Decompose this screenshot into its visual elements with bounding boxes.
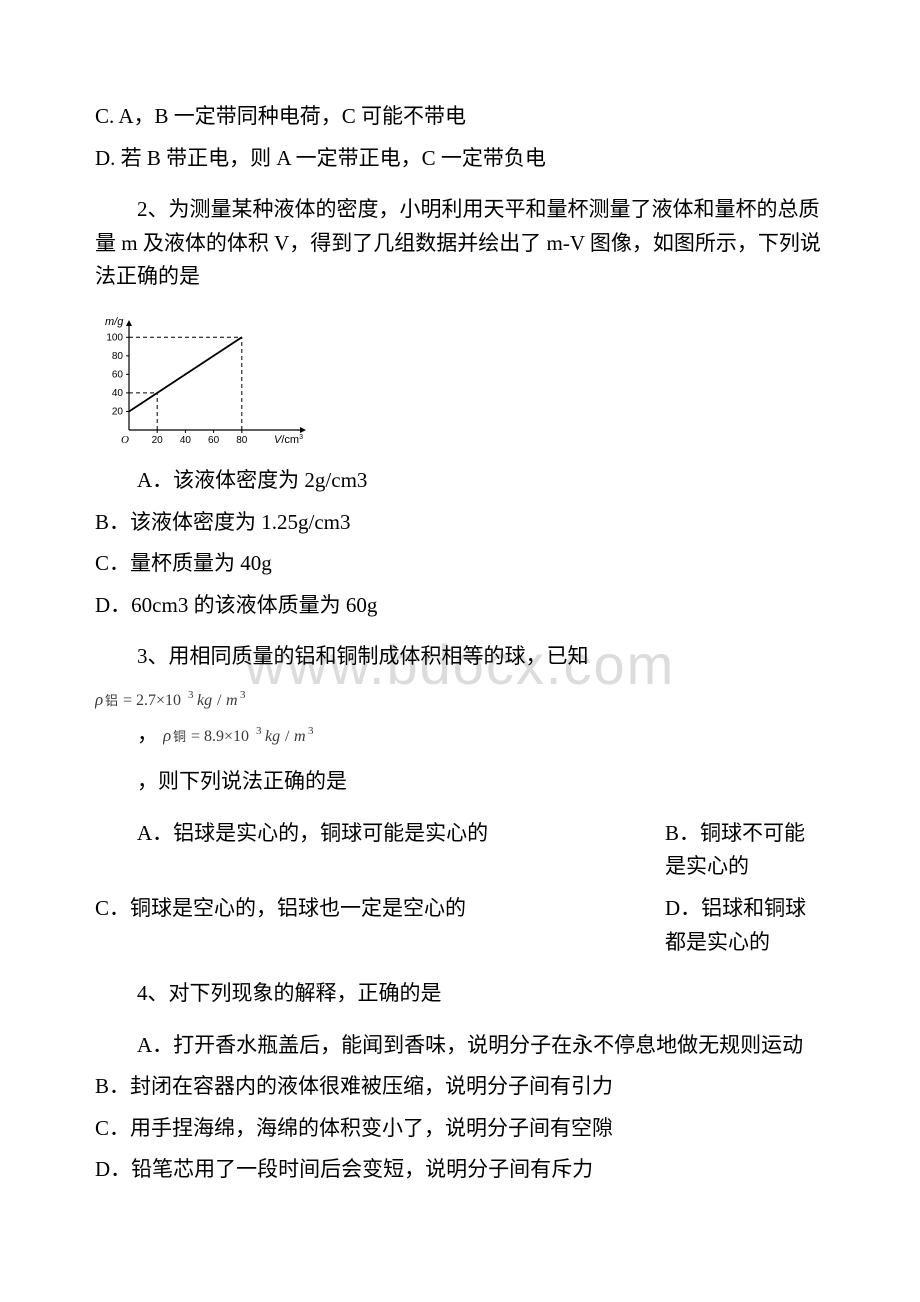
q3-option-b: B．铜球不可能是实心的 <box>665 817 825 884</box>
q4-option-a: A．打开香水瓶盖后，能闻到香味，说明分子在永不停息地做无规则运动 <box>95 1029 825 1063</box>
svg-text:/: / <box>217 692 222 709</box>
q3-comma: ， ρ 铜 = 8.9×10 3 kg / m 3 <box>95 718 825 752</box>
q2-stem: 2、为测量某种液体的密度，小明利用天平和量杯测量了液体和量杯的总质量 m 及液体… <box>95 193 825 294</box>
q4-stem: 4、对下列现象的解释，正确的是 <box>95 977 825 1011</box>
svg-text:= 2.7×10: = 2.7×10 <box>123 692 181 709</box>
document-body: C. A，B 一定带同种电荷，C 可能不带电 D. 若 B 带正电，则 A 一定… <box>95 100 825 1187</box>
svg-text:m/g: m/g <box>105 316 124 328</box>
svg-text:3: 3 <box>308 725 314 737</box>
q3-formula-2: ρ 铜 = 8.9×10 3 kg / m 3 <box>163 723 343 749</box>
q3-option-c: C．铜球是空心的，铝球也一定是空心的 <box>95 892 665 959</box>
svg-text:3: 3 <box>256 725 262 737</box>
svg-text:V/cm3: V/cm3 <box>274 434 303 446</box>
q3-stem: 3、用相同质量的铝和铜制成体积相等的球，已知 <box>95 640 825 674</box>
svg-text:O: O <box>121 434 129 446</box>
q3-option-d: D．铝球和铜球都是实心的 <box>665 892 825 959</box>
q2-chart: 20 40 60 80 100 20 40 60 80 Om/g V/cm3 <box>95 312 310 452</box>
svg-text:60: 60 <box>208 435 220 446</box>
svg-text:3: 3 <box>240 689 246 701</box>
q4-option-d: D．铅笔芯用了一段时间后会变短，说明分子间有斥力 <box>95 1153 825 1187</box>
svg-text:铝: 铝 <box>105 693 118 708</box>
q3-option-a: A．铝球是实心的，铜球可能是实心的 <box>95 817 665 884</box>
svg-text:80: 80 <box>112 351 124 362</box>
svg-text:ρ: ρ <box>95 690 103 709</box>
svg-text:40: 40 <box>180 435 192 446</box>
svg-text:m: m <box>294 728 306 745</box>
svg-text:60: 60 <box>112 369 124 380</box>
q1-option-c: C. A，B 一定带同种电荷，C 可能不带电 <box>95 100 825 134</box>
svg-text:80: 80 <box>236 435 248 446</box>
svg-text:= 8.9×10: = 8.9×10 <box>191 728 249 745</box>
q2-option-c: C．量杯质量为 40g <box>95 547 825 581</box>
svg-text:铜: 铜 <box>173 729 186 744</box>
q3-comma-text: ， <box>137 722 158 746</box>
svg-text:20: 20 <box>152 435 164 446</box>
svg-text:/: / <box>285 728 290 745</box>
q4-option-c: C．用手捏海绵，海绵的体积变小了，说明分子间有空隙 <box>95 1112 825 1146</box>
svg-text:40: 40 <box>112 388 124 399</box>
q2-option-b: B．该液体密度为 1.25g/cm3 <box>95 506 825 540</box>
svg-text:3: 3 <box>188 689 194 701</box>
q3-tail: ，则下列说法正确的是 <box>95 765 825 799</box>
svg-text:kg: kg <box>197 692 212 709</box>
svg-text:m: m <box>226 692 238 709</box>
q1-option-d: D. 若 B 带正电，则 A 一定带正电，C 一定带负电 <box>95 142 825 176</box>
svg-text:20: 20 <box>112 406 124 417</box>
svg-text:100: 100 <box>106 332 123 343</box>
svg-text:kg: kg <box>265 728 280 745</box>
q2-option-a: A．该液体密度为 2g/cm3 <box>95 464 825 498</box>
q3-formula-1: ρ 铝 = 2.7×10 3 kg / m 3 <box>95 682 825 716</box>
svg-text:ρ: ρ <box>163 726 171 745</box>
q2-option-d: D．60cm3 的该液体质量为 60g <box>95 589 825 623</box>
q4-option-b: B．封闭在容器内的液体很难被压缩，说明分子间有引力 <box>95 1070 825 1104</box>
